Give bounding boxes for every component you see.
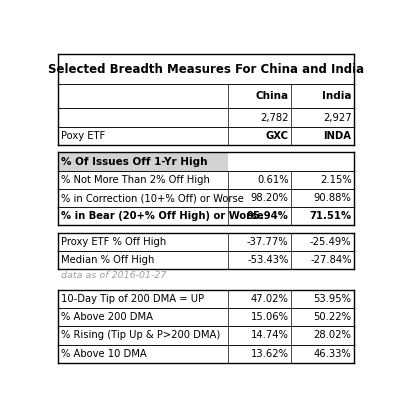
Text: % in Bear (20+% Off High) or Worse: % in Bear (20+% Off High) or Worse bbox=[61, 211, 263, 221]
Text: % Rising (Tip Up & P>200 DMA): % Rising (Tip Up & P>200 DMA) bbox=[61, 330, 219, 340]
Text: 95.94%: 95.94% bbox=[246, 211, 288, 221]
Text: -53.43%: -53.43% bbox=[247, 255, 288, 265]
Bar bbox=[58, 152, 228, 171]
Text: % Of Issues Off 1-Yr High: % Of Issues Off 1-Yr High bbox=[61, 157, 207, 166]
Bar bbox=[58, 127, 353, 145]
Bar bbox=[58, 233, 353, 251]
Text: 47.02%: 47.02% bbox=[250, 294, 288, 304]
Text: % Above 10 DMA: % Above 10 DMA bbox=[61, 349, 146, 358]
Bar bbox=[58, 326, 353, 344]
Bar bbox=[58, 109, 353, 127]
Text: Selected Breadth Measures For China and India: Selected Breadth Measures For China and … bbox=[48, 63, 363, 76]
Text: 2,782: 2,782 bbox=[259, 113, 288, 123]
Text: % in Correction (10+% Off) or Worse: % in Correction (10+% Off) or Worse bbox=[61, 193, 243, 203]
Text: 71.51%: 71.51% bbox=[309, 211, 350, 221]
Text: Proxy ETF % Off High: Proxy ETF % Off High bbox=[61, 237, 165, 247]
Text: -25.49%: -25.49% bbox=[309, 237, 350, 247]
Text: 0.61%: 0.61% bbox=[256, 175, 288, 185]
Bar bbox=[58, 171, 353, 189]
Text: % Not More Than 2% Off High: % Not More Than 2% Off High bbox=[61, 175, 209, 185]
Text: 50.22%: 50.22% bbox=[313, 312, 350, 322]
Bar bbox=[58, 251, 353, 269]
Text: India: India bbox=[321, 91, 350, 101]
Bar bbox=[58, 308, 353, 326]
Text: data as of 2016-01-27: data as of 2016-01-27 bbox=[61, 271, 166, 280]
Bar bbox=[58, 189, 353, 207]
Text: Poxy ETF: Poxy ETF bbox=[61, 131, 105, 141]
Text: 90.88%: 90.88% bbox=[313, 193, 350, 203]
Bar bbox=[58, 207, 353, 225]
Text: % Above 200 DMA: % Above 200 DMA bbox=[61, 312, 152, 322]
Text: -27.84%: -27.84% bbox=[309, 255, 350, 265]
Text: 14.74%: 14.74% bbox=[250, 330, 288, 340]
Text: Median % Off High: Median % Off High bbox=[61, 255, 154, 265]
Text: 46.33%: 46.33% bbox=[313, 349, 350, 358]
Bar bbox=[58, 344, 353, 363]
Bar bbox=[58, 55, 353, 84]
Bar bbox=[58, 269, 353, 282]
Text: 98.20%: 98.20% bbox=[250, 193, 288, 203]
Bar bbox=[228, 152, 353, 171]
Text: 28.02%: 28.02% bbox=[313, 330, 350, 340]
Text: 13.62%: 13.62% bbox=[250, 349, 288, 358]
Text: 10-Day Tip of 200 DMA = UP: 10-Day Tip of 200 DMA = UP bbox=[61, 294, 203, 304]
Bar bbox=[58, 290, 353, 308]
Text: 2.15%: 2.15% bbox=[319, 175, 350, 185]
Text: GXC: GXC bbox=[265, 131, 288, 141]
Text: 2,927: 2,927 bbox=[322, 113, 350, 123]
Text: INDA: INDA bbox=[323, 131, 350, 141]
Text: China: China bbox=[255, 91, 288, 101]
Bar bbox=[58, 84, 353, 109]
Text: 53.95%: 53.95% bbox=[313, 294, 350, 304]
Text: 15.06%: 15.06% bbox=[250, 312, 288, 322]
Text: -37.77%: -37.77% bbox=[246, 237, 288, 247]
